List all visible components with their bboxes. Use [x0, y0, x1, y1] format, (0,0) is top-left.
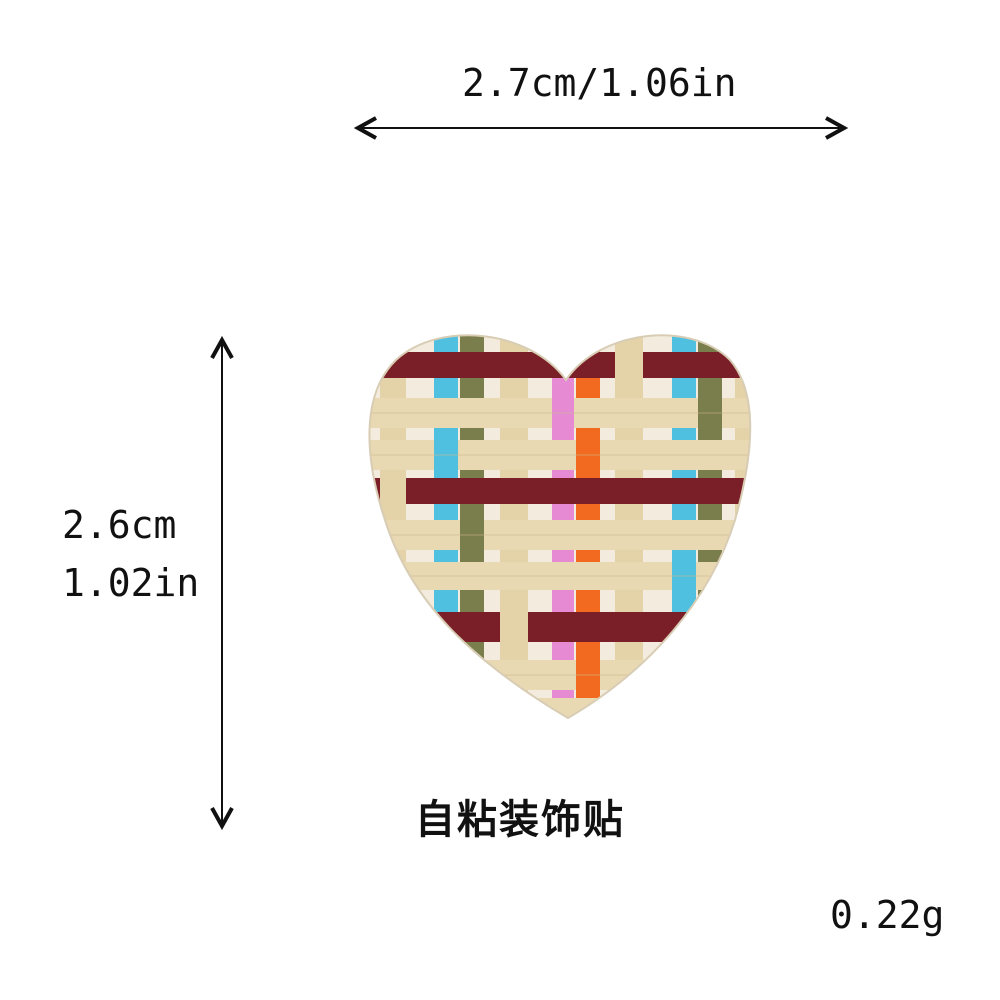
weight-label: 0.22g: [830, 893, 945, 937]
height-in-label: 1.02in: [62, 561, 200, 605]
width-label: 2.7cm/1.06in: [462, 61, 737, 105]
woven-heart-sticker: [369, 335, 751, 718]
product-caption: 自粘装饰贴: [415, 797, 625, 843]
height-label: 2.6cm 1.02in: [62, 496, 199, 612]
height-cm-label: 2.6cm: [62, 503, 177, 547]
